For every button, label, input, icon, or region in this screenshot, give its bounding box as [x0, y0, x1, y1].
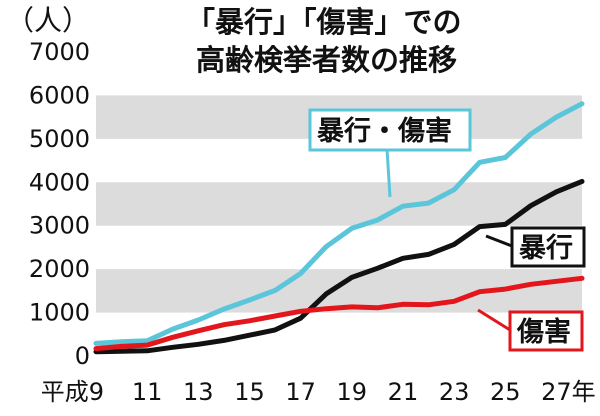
legend-frame-injury	[508, 310, 584, 352]
legend-label-injury: 傷害	[516, 316, 571, 348]
y-axis-ticks: 0 1000 2000 3000 4000 5000 6000 7000	[29, 38, 90, 370]
legend-frame-assault	[510, 226, 586, 268]
y-tick-label: 2000	[29, 255, 90, 283]
y-tick-label: 5000	[29, 125, 90, 153]
x-tick-label: 19	[337, 378, 368, 406]
y-axis-unit-label: （人）	[6, 4, 90, 37]
y-tick-label: 7000	[29, 38, 90, 66]
x-tick-label: 13	[183, 378, 214, 406]
line-injury	[93, 275, 585, 352]
legend-leader-injury	[477, 308, 511, 332]
y-tick-label: 0	[75, 342, 90, 370]
line-assault-total	[93, 101, 585, 346]
legend-leader-assault	[485, 234, 513, 248]
x-tick-label: 21	[388, 378, 419, 406]
legend-frame-assault-total	[308, 108, 472, 152]
x-tick-label: 11	[132, 378, 163, 406]
chart-title-line-1: 「暴行」「傷害」での	[186, 5, 462, 39]
grid-band	[96, 182, 582, 226]
data-lines	[93, 101, 585, 355]
y-tick-label: 1000	[29, 299, 90, 327]
x-axis-ticks: 平成9 11 13 15 17 19 21 23 25 27年	[41, 378, 596, 406]
x-tick-label: 23	[439, 378, 470, 406]
legend-box-assault: 暴行	[485, 226, 586, 268]
legend-leader-assault-total	[385, 148, 392, 198]
chart-title-line-2: 高齢検挙者数の推移	[196, 43, 457, 77]
y-tick-label: 3000	[29, 212, 90, 240]
x-tick-label: 25	[490, 378, 521, 406]
x-tick-label: 平成9	[41, 378, 104, 406]
line-assault	[93, 178, 585, 355]
legend-label-assault: 暴行	[519, 232, 573, 264]
legend-box-injury: 傷害	[477, 308, 584, 352]
x-tick-label: 27年	[541, 378, 596, 406]
x-tick-label: 15	[234, 378, 265, 406]
x-tick-label: 17	[285, 378, 316, 406]
y-tick-label: 4000	[29, 168, 90, 196]
y-tick-label: 6000	[29, 81, 90, 109]
legend-box-assault-total: 暴行・傷害	[308, 108, 472, 198]
legend-label-assault-total: 暴行・傷害	[317, 115, 452, 147]
